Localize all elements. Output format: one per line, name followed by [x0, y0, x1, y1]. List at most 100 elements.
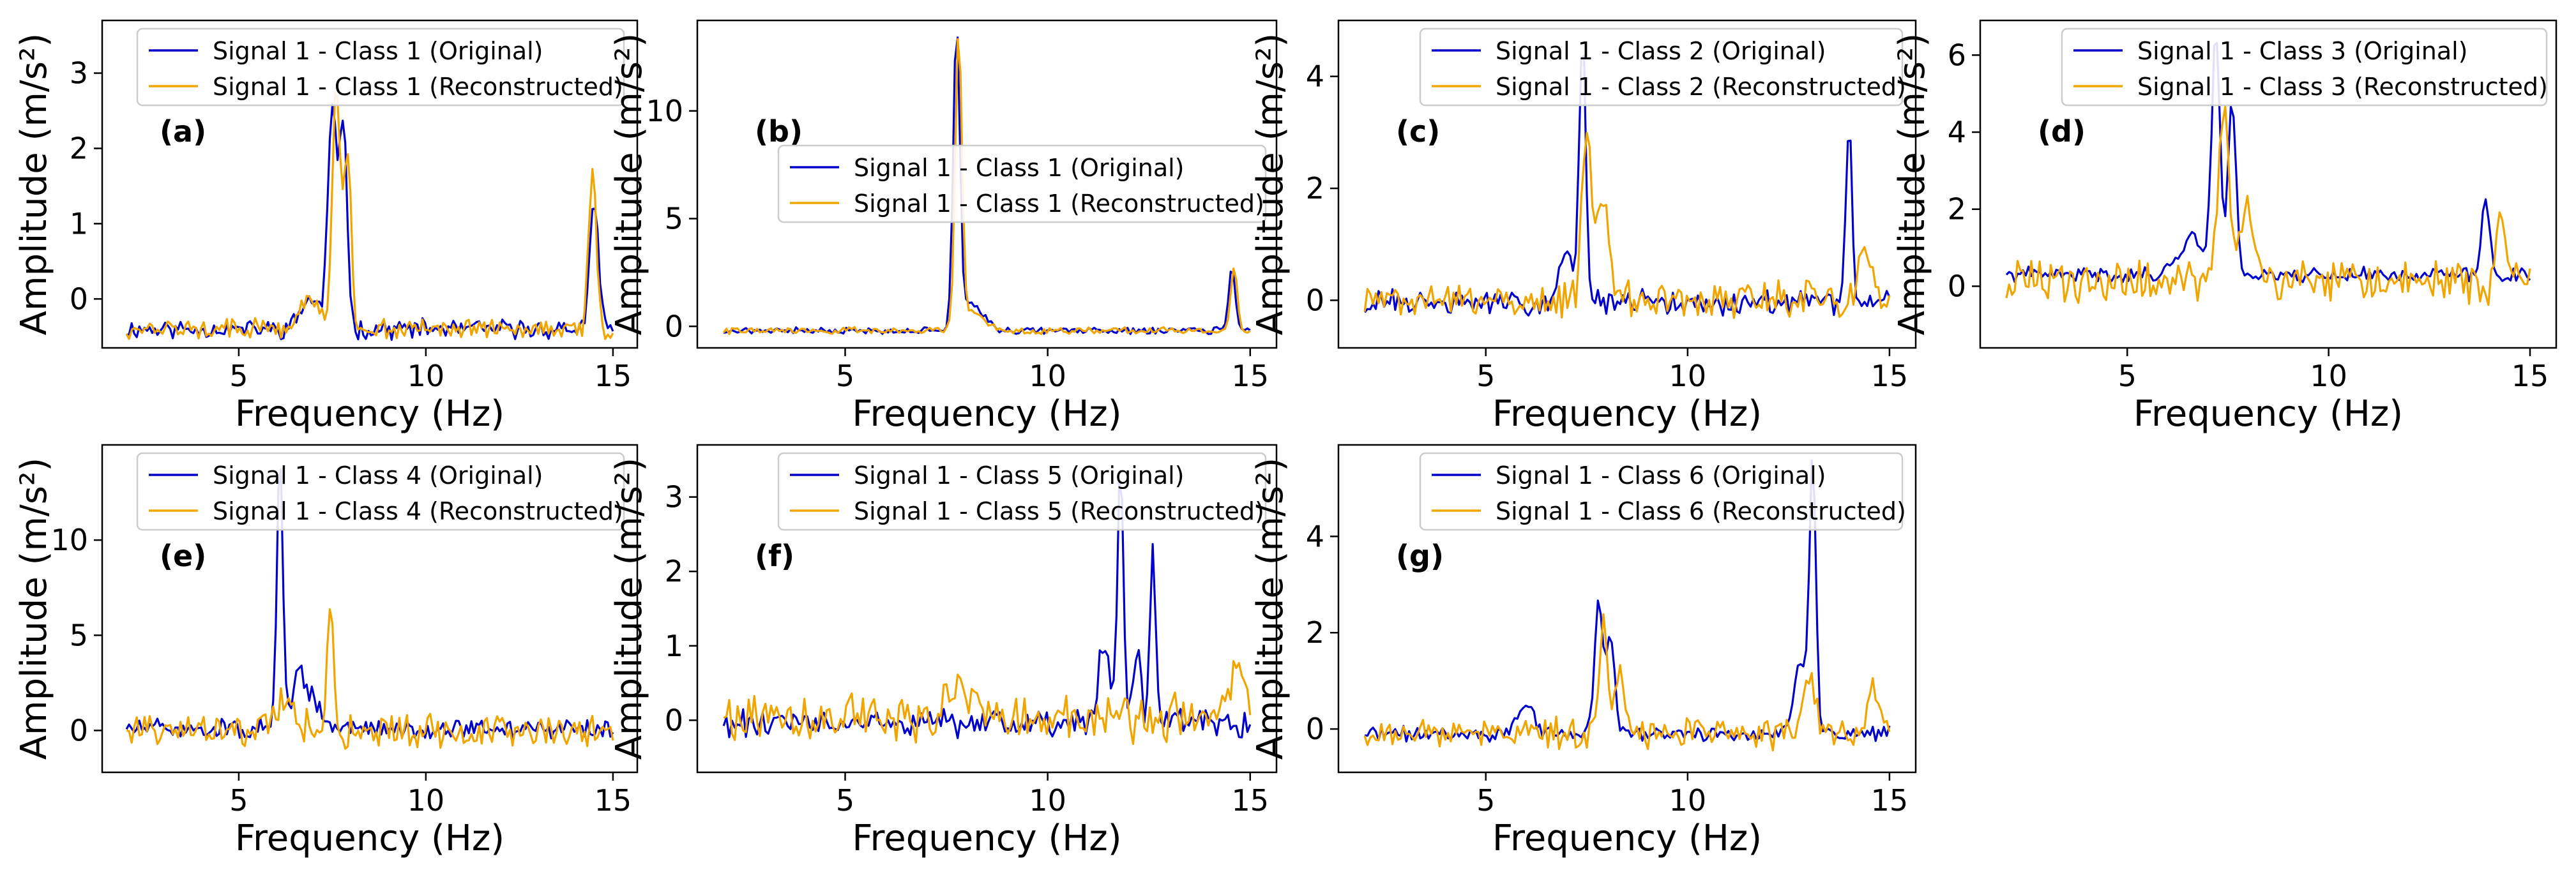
panel-e-legend-label-reconstructed: Signal 1 - Class 4 (Reconstructed): [213, 497, 623, 525]
panel-d-xtick-label: 5: [2118, 359, 2137, 393]
panel-c-ytick-label: 2: [1306, 171, 1324, 206]
panel-e-xlabel: Frequency (Hz): [235, 818, 504, 859]
panel-a-legend-label-original: Signal 1 - Class 1 (Original): [213, 37, 543, 65]
panel-e-legend-label-original: Signal 1 - Class 4 (Original): [213, 461, 543, 490]
panel-f-legend-box: [777, 452, 1267, 531]
panel-e-xtick-label: 10: [407, 783, 445, 818]
panel-d-series-reconstructed-line: [2005, 105, 2531, 306]
panel-f-legend-label-original: Signal 1 - Class 5 (Original): [854, 461, 1185, 490]
panel-a-ytick-label: 3: [70, 56, 88, 91]
panel-c-xtick-label: 10: [1669, 359, 1707, 393]
panel-b-series-reconstructed-line: [722, 38, 1251, 335]
panel-a-ytick-label: 1: [70, 206, 88, 241]
panel-g-series-reconstructed-line: [1363, 613, 1891, 752]
panel-e-ytick-label: 0: [70, 713, 88, 747]
panel-b-ytick-label: 0: [665, 309, 683, 343]
panel-b-legend-label-reconstructed: Signal 1 - Class 1 (Reconstructed): [854, 190, 1264, 218]
panel-b-legend-label-original: Signal 1 - Class 1 (Original): [854, 154, 1185, 182]
panel-c-label: (c): [1396, 114, 1440, 149]
panel-a-legend-box: [136, 27, 625, 107]
panel-c-legend-label-reconstructed: Signal 1 - Class 2 (Reconstructed): [1496, 73, 1906, 101]
panel-f-xtick-label: 10: [1029, 783, 1066, 818]
panel-f-ytick-label: 3: [665, 480, 683, 514]
panel-g-xtick-label: 5: [1476, 783, 1495, 818]
panel-b-ytick-label: 10: [646, 94, 683, 128]
panel-e-legend-box: [136, 452, 625, 531]
panel-a-xtick-label: 5: [229, 359, 248, 393]
panel-f-axes-frame: [696, 444, 1278, 774]
panel-e-ytick-label: 5: [70, 618, 88, 652]
panel-d-ytick-label: 2: [1948, 192, 1966, 227]
panel-f-legend-label-reconstructed: Signal 1 - Class 5 (Reconstructed): [854, 497, 1264, 525]
panel-f-ytick-label: 2: [665, 554, 683, 589]
panel-e-xtick-label: 15: [595, 783, 632, 818]
panel-c-xtick-label: 15: [1871, 359, 1909, 393]
panel-d-xtick-label: 15: [2512, 359, 2549, 393]
panel-d-ylabel: Amplitude (m/s²): [1891, 33, 1933, 336]
panel-e-ylabel: Amplitude (m/s²): [13, 458, 55, 760]
panel-c-legend-label-original: Signal 1 - Class 2 (Original): [1496, 37, 1826, 65]
panel-d-ytick-label: 0: [1948, 269, 1966, 303]
panel-e-ytick-label: 10: [50, 523, 88, 557]
panel-g-legend-label-original: Signal 1 - Class 6 (Original): [1496, 461, 1826, 490]
panel-b-ytick-label: 5: [665, 202, 683, 236]
panel-g-ytick-label: 4: [1306, 519, 1324, 553]
panel-c-legend-box: [1419, 27, 1904, 107]
panel-g-label: (g): [1396, 539, 1444, 573]
panel-f-xtick-label: 15: [1231, 783, 1269, 818]
panel-d-legend-label-reconstructed: Signal 1 - Class 3 (Reconstructed): [2137, 73, 2548, 101]
panel-g-legend-box: [1419, 452, 1904, 531]
panel-d-xtick-label: 10: [2310, 359, 2347, 393]
panel-d-axes-frame: [1979, 19, 2557, 349]
panel-g-xlabel: Frequency (Hz): [1492, 818, 1762, 859]
panel-a-ylabel: Amplitude (m/s²): [13, 33, 55, 336]
panel-c-xlabel: Frequency (Hz): [1492, 393, 1762, 435]
panel-d-legend-label-original: Signal 1 - Class 3 (Original): [2137, 37, 2468, 65]
panel-c-xtick-label: 5: [1476, 359, 1495, 393]
panel-g-ytick-label: 0: [1306, 712, 1324, 746]
panel-b-xtick-label: 15: [1231, 359, 1269, 393]
panel-b-label: (b): [755, 114, 803, 149]
panel-a-xlabel: Frequency (Hz): [235, 393, 504, 435]
panel-a-label: (a): [160, 114, 206, 149]
panel-c-series-reconstructed-line: [1363, 131, 1891, 319]
panel-c-axes-frame: [1337, 19, 1917, 349]
panel-d-ytick-label: 4: [1948, 115, 1966, 149]
panel-c-ytick-label: 0: [1306, 283, 1324, 317]
panel-g-xtick-label: 10: [1669, 783, 1707, 818]
panel-b-xtick-label: 10: [1029, 359, 1066, 393]
panel-b-ylabel: Amplitude (m/s²): [609, 33, 650, 336]
panel-d-xlabel: Frequency (Hz): [2133, 393, 2403, 435]
panel-e-label: (e): [160, 539, 206, 573]
panel-a-legend-label-reconstructed: Signal 1 - Class 1 (Reconstructed): [213, 73, 623, 101]
panel-f-ytick-label: 1: [665, 629, 683, 663]
panel-a-ytick-label: 2: [70, 131, 88, 165]
panel-f-ylabel: Amplitude (m/s²): [609, 458, 650, 760]
panel-c-ytick-label: 4: [1306, 59, 1324, 94]
panel-b-series-original-line: [723, 36, 1251, 335]
panel-e-xtick-label: 5: [229, 783, 248, 818]
panel-b-legend-box: [777, 144, 1267, 223]
panel-d-ytick-label: 6: [1948, 38, 1966, 72]
panel-e-series-reconstructed-line: [126, 608, 614, 750]
panel-b-xlabel: Frequency (Hz): [852, 393, 1121, 435]
panel-f-xtick-label: 5: [836, 783, 854, 818]
panel-a-xtick-label: 15: [595, 359, 632, 393]
panel-b-xtick-label: 5: [836, 359, 854, 393]
panel-a-ytick-label: 0: [70, 281, 88, 316]
panel-c-ylabel: Amplitude (m/s²): [1250, 33, 1291, 336]
panel-g-ytick-label: 2: [1306, 615, 1324, 650]
panel-f-ytick-label: 0: [665, 703, 683, 737]
panel-g-legend-label-reconstructed: Signal 1 - Class 6 (Reconstructed): [1496, 497, 1906, 525]
panel-f-xlabel: Frequency (Hz): [852, 818, 1121, 859]
panel-d-label: (d): [2038, 114, 2086, 149]
panel-g-xtick-label: 15: [1871, 783, 1909, 818]
panel-b-axes-frame: [696, 19, 1278, 349]
panel-a-axes-frame: [101, 19, 639, 349]
panel-f-label: (f): [755, 539, 794, 573]
panel-e-axes-frame: [101, 444, 639, 774]
panel-g-ylabel: Amplitude (m/s²): [1250, 458, 1291, 760]
panel-g-axes-frame: [1337, 444, 1917, 774]
panel-a-series-reconstructed-line: [125, 91, 614, 340]
